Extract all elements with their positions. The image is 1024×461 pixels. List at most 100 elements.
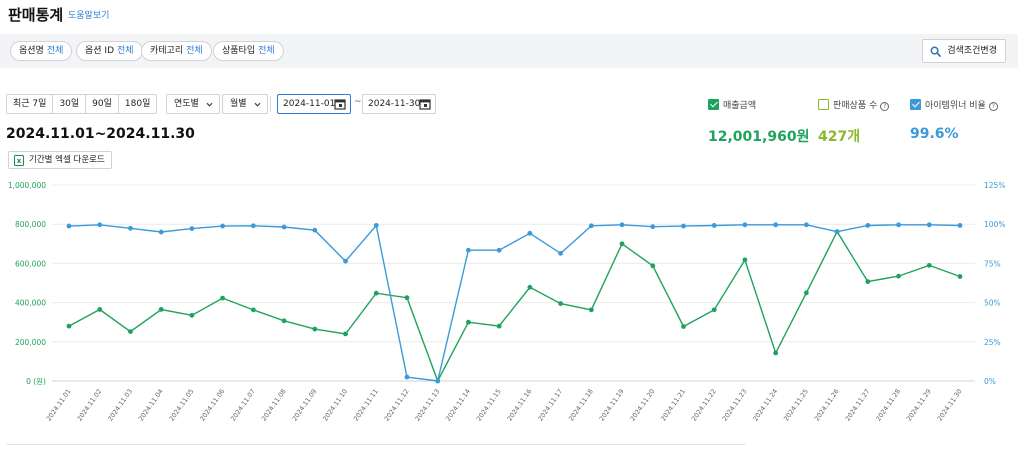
x-axis-tick-label: 2024.11.26: [813, 388, 841, 423]
x-axis-tick-label: 2024.11.18: [567, 388, 595, 423]
start-date-input[interactable]: 2024-11-01: [277, 94, 351, 114]
series-point-right: [66, 223, 72, 229]
series-point-right: [343, 258, 348, 264]
series-point-right: [588, 223, 594, 229]
series-point-right: [711, 223, 717, 228]
x-axis-tick-label: 2024.11.11: [352, 388, 380, 423]
series-point-right: [250, 223, 256, 229]
year-dropdown-label: 연도별: [174, 99, 199, 109]
help-link[interactable]: 도움말보기: [68, 11, 110, 21]
metric-value-winner-ratio: 99.6%: [910, 126, 959, 142]
series-point-right: [896, 222, 901, 228]
series-point-right: [650, 224, 656, 230]
excel-download-label: 기간별 엑셀 다운로드: [29, 155, 105, 165]
series-point-left: [896, 273, 901, 279]
series-point-right: [189, 226, 195, 231]
x-axis-tick-label: 2024.11.08: [260, 388, 288, 423]
range-selector: 최근 7일 30일 90일 180일: [6, 94, 158, 114]
change-search-button[interactable]: 검색조건변경: [922, 39, 1006, 63]
series-point-left: [588, 307, 594, 313]
calendar-icon[interactable]: [334, 98, 346, 110]
series-point-right: [97, 222, 103, 228]
filter-chip-option-id[interactable]: 옵션 ID 전체: [76, 41, 143, 61]
series-point-left: [404, 295, 410, 301]
x-axis-tick-label: 2024.11.02: [75, 388, 103, 423]
series-point-left: [66, 323, 72, 329]
filter-chip-value: 전체: [46, 46, 64, 56]
series-point-left: [773, 350, 779, 356]
filter-chip-value: 전체: [117, 46, 134, 56]
series-point-left: [250, 307, 256, 313]
checkbox-checked-icon[interactable]: [708, 99, 719, 110]
series-point-right: [527, 230, 533, 236]
filter-chip-option-name[interactable]: 옵션명 전체: [10, 41, 73, 61]
series-line-right: [68, 223, 961, 382]
x-axis-tick-label: 2024.11.19: [598, 388, 626, 423]
series-point-left: [742, 257, 748, 263]
series-point-right: [773, 222, 779, 228]
calendar-icon[interactable]: [419, 98, 431, 110]
x-axis-tick-label: 2024.11.05: [168, 388, 196, 423]
help-icon[interactable]: ?: [880, 102, 890, 111]
range-30-days[interactable]: 30일: [53, 95, 87, 113]
filter-chip-label: 옵션 ID: [85, 46, 115, 56]
filter-chip-label: 상품타입: [222, 46, 256, 56]
filter-chip-category[interactable]: 카테고리 전체: [141, 41, 212, 61]
year-dropdown[interactable]: 연도별: [166, 94, 220, 114]
divider: [6, 444, 746, 445]
divider: [270, 96, 271, 112]
range-90-days[interactable]: 90일: [86, 95, 119, 113]
series-point-left: [527, 284, 533, 290]
series-point-right: [926, 222, 932, 228]
checkbox-checked-icon[interactable]: [910, 99, 921, 110]
metric-toggle-sales[interactable]: 매출금액: [708, 98, 756, 111]
chevron-down-icon: [254, 102, 261, 107]
series-point-right: [281, 224, 287, 230]
search-icon: [930, 46, 942, 57]
metric-toggle-winner-ratio[interactable]: 아이템위너 비율?: [910, 98, 998, 111]
series-point-left: [957, 274, 963, 279]
x-axis-tick-label: 2024.11.24: [751, 388, 779, 423]
filter-chip-value: 전체: [186, 46, 203, 56]
filter-chip-product-type[interactable]: 상품타입 전체: [213, 41, 284, 61]
series-point-left: [681, 324, 686, 329]
excel-download-button[interactable]: x 기간별 엑셀 다운로드: [8, 151, 112, 169]
series-point-right: [865, 223, 871, 228]
series-point-left: [650, 263, 656, 269]
metric-toggle-product-count[interactable]: 판매상품 수?: [818, 98, 890, 111]
series-point-left: [189, 312, 195, 318]
x-axis-tick-label: 2024.11.20: [628, 388, 656, 423]
metric-label: 아이템위너 비율: [925, 101, 986, 111]
x-axis-tick-label: 2024.11.13: [413, 388, 441, 423]
range-7-days[interactable]: 최근 7일: [7, 95, 54, 113]
filter-chip-label: 카테고리: [150, 46, 184, 56]
right-axis-tick-label: 75%: [984, 259, 1001, 268]
series-point-right: [435, 378, 441, 384]
range-180-days[interactable]: 180일: [124, 99, 151, 109]
checkbox-unchecked-icon[interactable]: [818, 99, 829, 110]
start-date-value: 2024-11-01: [283, 99, 336, 109]
series-point-left: [373, 290, 379, 296]
month-dropdown[interactable]: 월별: [222, 94, 268, 114]
right-axis-tick-label: 100%: [984, 220, 1005, 229]
sales-chart: 1,000,000 125% 800,000 100% 600,000 75% 400,00…: [8, 181, 1006, 423]
series-point-left: [711, 307, 717, 313]
help-icon[interactable]: ?: [988, 102, 998, 111]
x-axis-tick-label: 2024.11.16: [506, 388, 534, 423]
left-axis-tick-label: 600,000: [15, 259, 46, 268]
series-point-left: [343, 331, 348, 337]
series-point-right: [558, 250, 563, 256]
series-point-right: [404, 374, 410, 380]
series-point-right: [681, 223, 686, 229]
x-axis-tick-label: 2024.11.21: [659, 388, 687, 423]
end-date-input[interactable]: 2024-11-30: [362, 94, 436, 114]
series-point-left: [558, 301, 563, 306]
filter-chip-label: 옵션명: [19, 46, 44, 56]
series-point-left: [128, 329, 133, 335]
series-point-left: [865, 279, 871, 285]
metric-value-product-count: 427개: [818, 129, 861, 145]
metric-label: 판매상품 수: [833, 101, 878, 111]
series-point-right: [128, 225, 133, 231]
series-point-left: [312, 326, 318, 332]
series-point-right: [158, 229, 164, 235]
